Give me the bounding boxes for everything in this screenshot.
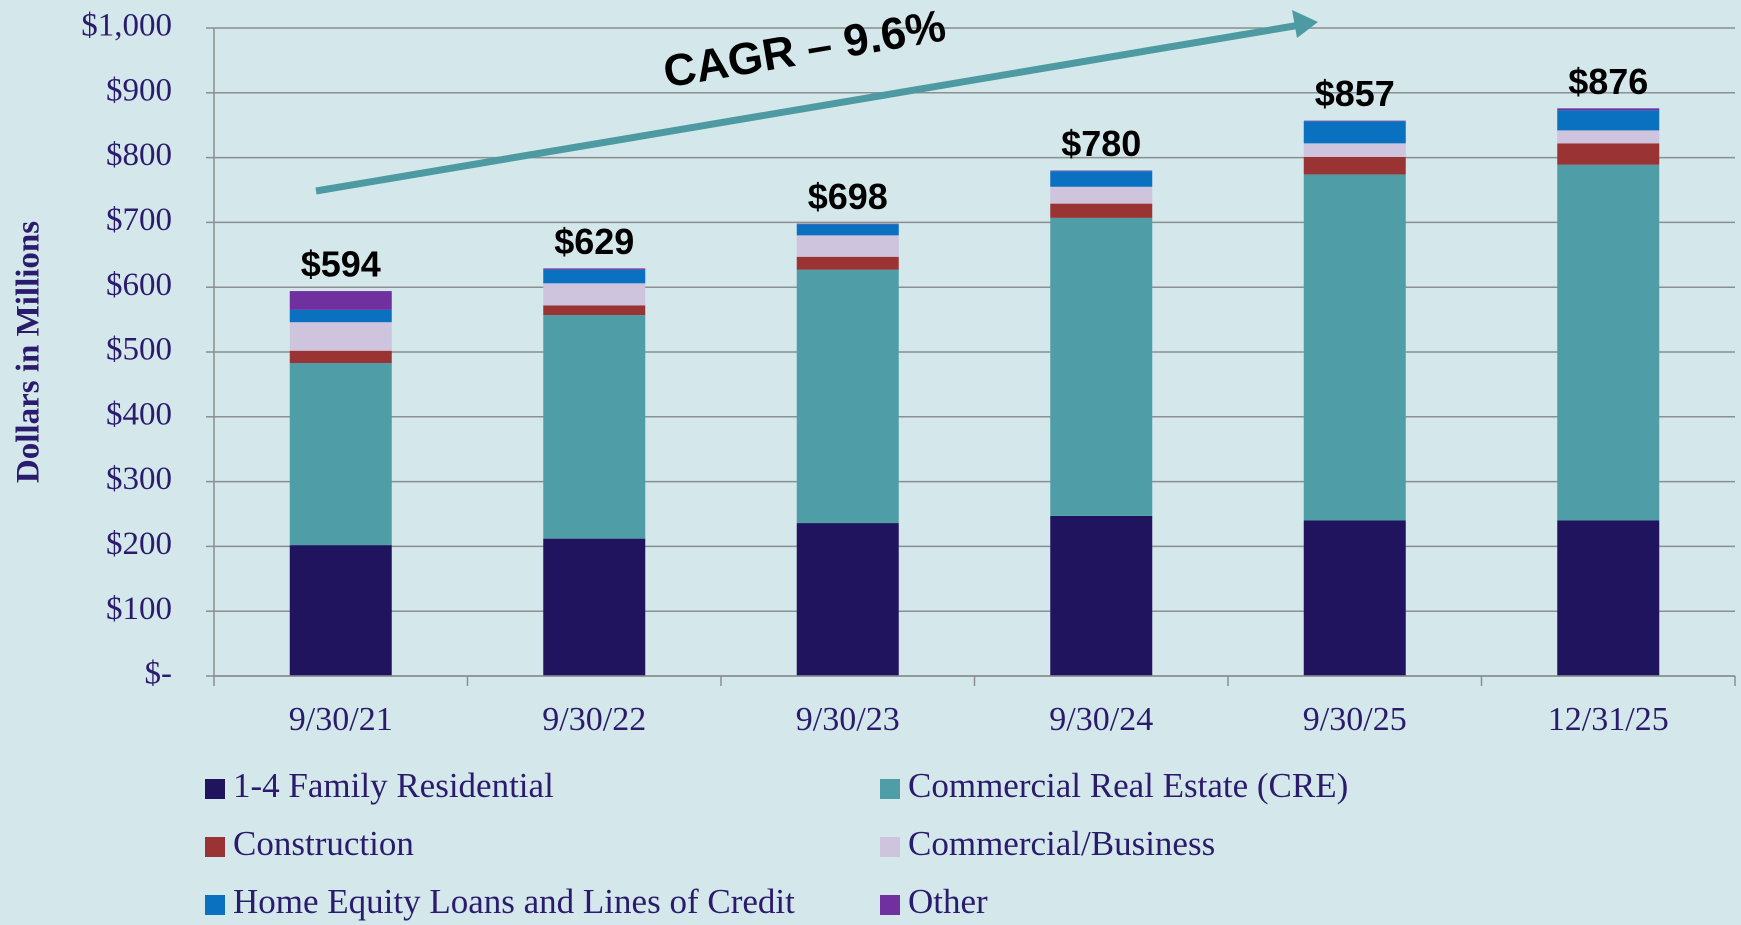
legend-swatch (205, 837, 225, 857)
bar-segment (289, 309, 392, 323)
bar-segment (1557, 143, 1660, 165)
legend-label: Construction (233, 824, 414, 863)
y-tick-label: $1,000 (81, 8, 172, 44)
bar-segment (1557, 520, 1660, 676)
bar-segment (1303, 156, 1406, 175)
bar-segment (1303, 143, 1406, 157)
bar-segment (1303, 121, 1406, 144)
legend-label: Other (908, 882, 988, 921)
bar-segment (543, 305, 646, 316)
x-tick-label: 9/30/24 (1049, 701, 1153, 738)
bar-segment (1557, 164, 1660, 521)
total-label: $698 (808, 176, 888, 217)
legend-swatch (880, 837, 900, 857)
bar-segment (1557, 110, 1660, 131)
bar-segment (1050, 170, 1153, 172)
x-tick-label: 9/30/25 (1303, 701, 1407, 738)
bar-segment (1303, 120, 1406, 122)
legend-label: Commercial/Business (908, 824, 1215, 863)
legend-swatch (880, 779, 900, 799)
bar-segment (543, 538, 646, 676)
bar-segment (289, 350, 392, 364)
y-tick-label: $100 (106, 591, 172, 627)
y-tick-label: $400 (106, 396, 172, 432)
y-axis-label: Dollars in Millions (11, 221, 47, 483)
cagr-annotation: CAGR – 9.6% (660, 0, 950, 97)
cagr-arrowhead (1292, 10, 1318, 38)
bar-segment (1050, 171, 1153, 187)
bar-segment (796, 523, 899, 676)
y-tick-label: $200 (106, 526, 172, 562)
bar-segment (1050, 186, 1153, 204)
bar-segment (543, 283, 646, 306)
total-label: $857 (1315, 73, 1395, 114)
legend-swatch (880, 895, 900, 915)
y-tick-label: $800 (106, 137, 172, 173)
total-label: $629 (554, 221, 634, 262)
bar-segment (1557, 130, 1660, 144)
total-label: $594 (301, 244, 381, 285)
bar-segment (796, 224, 899, 236)
x-tick-label: 12/31/25 (1548, 701, 1669, 738)
bar-segment (1557, 108, 1660, 111)
legend-swatch (205, 895, 225, 915)
x-tick-label: 9/30/21 (289, 701, 393, 738)
bar-segment (796, 223, 899, 225)
y-tick-label: $500 (106, 332, 172, 368)
y-tick-label: $300 (106, 461, 172, 497)
bar-segment (1050, 203, 1153, 218)
bar-segment (1050, 217, 1153, 516)
bar-segment (796, 269, 899, 524)
bar-segment (289, 363, 392, 546)
bar-segment (1303, 520, 1406, 676)
total-label: $780 (1061, 123, 1141, 164)
bar-segment (289, 322, 392, 351)
legend-label: 1-4 Family Residential (233, 766, 554, 805)
bar-segment (289, 291, 392, 310)
bar-segment (796, 235, 899, 257)
x-tick-label: 9/30/23 (796, 701, 900, 738)
legend-swatch (205, 779, 225, 799)
y-tick-label: $700 (106, 202, 172, 238)
total-label: $876 (1568, 61, 1648, 102)
bar-segment (289, 545, 392, 676)
bar-segment (1050, 515, 1153, 676)
legend-label: Home Equity Loans and Lines of Credit (233, 882, 795, 921)
bar-segment (543, 269, 646, 284)
x-tick-label: 9/30/22 (542, 701, 646, 738)
bar-segment (543, 315, 646, 539)
cagr-arrow (315, 21, 1301, 195)
y-tick-label: $- (145, 656, 173, 692)
y-tick-label: $600 (106, 267, 172, 303)
bar-segment (543, 268, 646, 270)
legend-label: Commercial Real Estate (CRE) (908, 766, 1348, 805)
bar-segment (1303, 174, 1406, 521)
y-tick-label: $900 (106, 72, 172, 108)
bar-segment (796, 256, 899, 270)
